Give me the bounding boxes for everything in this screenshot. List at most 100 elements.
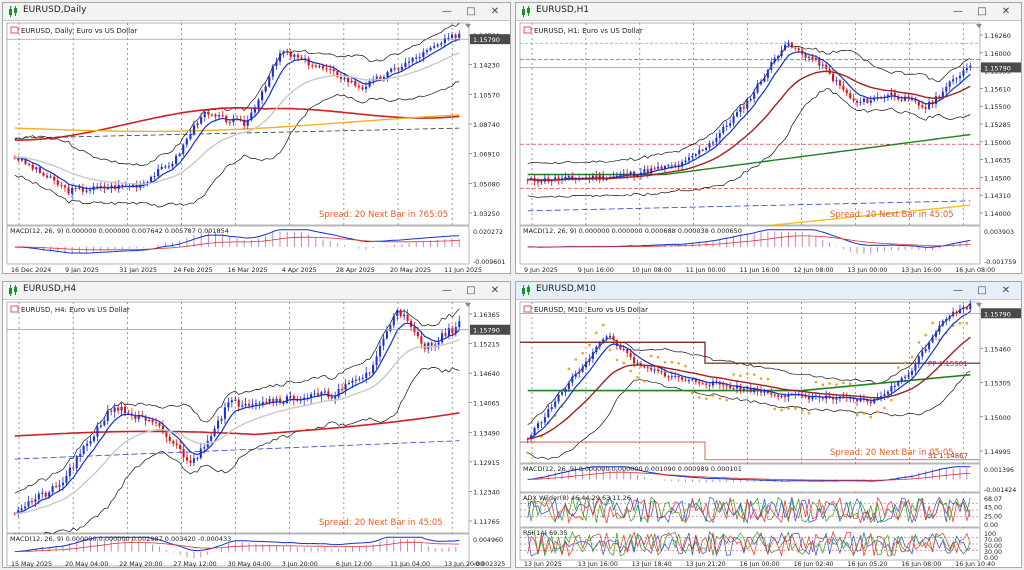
close-icon[interactable]: ✕ bbox=[1001, 6, 1011, 17]
maximize-icon[interactable]: □ bbox=[977, 285, 987, 296]
chart-header: EURUSD, H1: Euro vs US Dollar bbox=[534, 27, 643, 35]
price-axis-label: 1.16260 bbox=[984, 32, 1011, 40]
time-axis-label: 9 Jan 2025 bbox=[65, 267, 99, 274]
time-axis-label: 6 Jun 12:00 bbox=[336, 561, 372, 568]
spread-countdown-label: Spread: 20 Next Bar in 45:05 bbox=[830, 210, 954, 220]
chart-header: EURUSD, Daily: Euro vs US Dollar bbox=[21, 27, 137, 35]
time-axis-label: 22 May 20:00 bbox=[119, 561, 162, 568]
close-icon[interactable]: ✕ bbox=[1001, 285, 1011, 296]
chart-shift-icon[interactable] bbox=[465, 303, 471, 307]
time-axis-label: 13 Jun 16:00 bbox=[578, 561, 618, 568]
macd-line bbox=[14, 229, 460, 254]
pivot-label: PP 1.15501 bbox=[928, 360, 968, 368]
price-chart[interactable]: EURUSD, H1: Euro vs US Dollar 1.16260 1.16… bbox=[517, 21, 1022, 274]
main-pane-frame bbox=[6, 301, 470, 534]
price-axis-label: 1.15000 bbox=[984, 414, 1011, 422]
rsi-line bbox=[527, 530, 971, 557]
chart-header: EURUSD, M10: Euro vs US Dollar bbox=[534, 306, 648, 314]
macd-pane[interactable] bbox=[6, 225, 470, 265]
window-titlebar[interactable]: EURUSD,Daily — □ ✕ bbox=[3, 3, 510, 21]
time-axis-label: 13 Jun 21:20 bbox=[686, 561, 726, 568]
time-axis-label: 13 Jun 2025 bbox=[524, 561, 562, 568]
minimize-icon[interactable]: — bbox=[953, 6, 963, 17]
ma-fast-line bbox=[14, 322, 460, 515]
support-line bbox=[520, 441, 980, 461]
pivot-line bbox=[520, 341, 980, 364]
macd-signal-line bbox=[527, 235, 971, 248]
minimize-icon[interactable]: — bbox=[442, 285, 452, 296]
ma-200-line bbox=[14, 412, 460, 437]
indicator-axis-label: 0.00 bbox=[984, 555, 998, 562]
candles bbox=[526, 300, 972, 444]
time-axis-label: 11 Jun 00:00 bbox=[686, 267, 726, 274]
macd-histogram bbox=[21, 538, 457, 559]
macd-line bbox=[14, 536, 460, 553]
time-axis-label: 24 Feb 2025 bbox=[173, 267, 212, 274]
current-price-label: 1.15790 bbox=[473, 327, 500, 335]
chart-shift-icon[interactable] bbox=[976, 303, 982, 307]
time-axis-label: 31 Jan 2025 bbox=[119, 267, 157, 274]
time-axis-label: 28 Apr 2025 bbox=[336, 267, 375, 274]
ma-mid-line bbox=[527, 336, 971, 440]
macd-signal-line bbox=[14, 541, 460, 553]
indicator-axis-label: -0.001424 bbox=[984, 487, 1016, 494]
symbol-flag-icon bbox=[10, 305, 19, 313]
window-titlebar[interactable]: EURUSD,H1 — □ ✕ bbox=[516, 3, 1021, 21]
chart-shift-icon[interactable] bbox=[976, 24, 982, 28]
chart-window-eurusd-h4[interactable]: EURUSD,H4 — □ ✕ EURUSD, H4: Euro vs US D… bbox=[2, 281, 511, 568]
time-axis-label: 12 Jun 08:00 bbox=[794, 267, 834, 274]
ma-200-line bbox=[14, 106, 460, 141]
current-price-label: 1.15790 bbox=[984, 310, 1011, 318]
maximize-icon[interactable]: □ bbox=[466, 6, 476, 17]
price-chart[interactable]: PP 1.15501 S1 1.14867 EURUSD, M10: Euro vs… bbox=[517, 300, 1022, 568]
window-title: EURUSD,H4 bbox=[23, 284, 77, 294]
time-axis-label: 13 Jun 00:00 bbox=[847, 267, 887, 274]
window-titlebar[interactable]: EURUSD,M10 — □ ✕ bbox=[516, 282, 1021, 300]
price-axis-label: 1.16365 bbox=[473, 311, 500, 319]
indicator-axis-label: 45.00 bbox=[984, 505, 1002, 512]
ma-mid-line bbox=[527, 70, 971, 181]
price-axis-label: 1.15285 bbox=[984, 121, 1011, 129]
indicator-axis-label: 30.00 bbox=[984, 549, 1002, 556]
minimize-icon[interactable]: — bbox=[442, 6, 452, 17]
close-icon[interactable]: ✕ bbox=[490, 6, 500, 17]
indicator-axis-label: 0.001396 bbox=[984, 467, 1014, 474]
price-axis-label: 1.14000 bbox=[984, 210, 1011, 218]
indicator-axis-label: 50.00 bbox=[984, 543, 1002, 550]
price-axis-label: 1.14310 bbox=[984, 192, 1011, 200]
chart-shift-icon[interactable] bbox=[465, 24, 471, 28]
price-axis-label: 1.15305 bbox=[984, 380, 1011, 388]
time-axis-label: 10 Jun 08:00 bbox=[632, 267, 672, 274]
indicator-axis-label: 100 bbox=[984, 531, 996, 538]
indicator-axis-label: 0.00 bbox=[984, 522, 998, 529]
price-axis-label: 1.15500 bbox=[984, 103, 1011, 111]
window-titlebar[interactable]: EURUSD,H4 — □ ✕ bbox=[3, 282, 510, 300]
macd-line bbox=[527, 466, 971, 482]
maximize-icon[interactable]: □ bbox=[977, 6, 987, 17]
chart-window-eurusd-m10[interactable]: EURUSD,M10 — □ ✕ PP 1.15501 S1 1.14867 EUR… bbox=[515, 281, 1022, 568]
macd-pane[interactable] bbox=[519, 225, 981, 265]
symbol-flag-icon bbox=[523, 305, 532, 313]
minimize-icon[interactable]: — bbox=[953, 285, 963, 296]
parabolic-sar-dots bbox=[526, 321, 969, 455]
macd-label: MACD(12, 26, 9) 0.000000 0.000000 0.0006… bbox=[523, 227, 742, 235]
current-price-badge bbox=[981, 62, 1021, 73]
macd-label: MACD(12, 26, 9) 0.000000 0.000000 0.0010… bbox=[523, 465, 742, 473]
maximize-icon[interactable]: □ bbox=[466, 285, 476, 296]
indicator-axis-label: 0.003903 bbox=[984, 229, 1014, 236]
symbol-flag-icon bbox=[10, 26, 19, 34]
close-icon[interactable]: ✕ bbox=[490, 285, 500, 296]
time-axis-label: 15 May 2025 bbox=[11, 561, 52, 568]
time-axis-label: 16 Jun 05:20 bbox=[847, 561, 887, 568]
chart-window-eurusd-daily[interactable]: EURUSD,Daily — □ ✕ EURUSD, Daily: Euro v… bbox=[2, 2, 511, 274]
price-chart[interactable]: EURUSD, H4: Euro vs US Dollar 1.16365 1.15… bbox=[4, 300, 511, 568]
time-axis-label: 20 May 04:00 bbox=[65, 561, 108, 568]
adx-line bbox=[527, 496, 971, 524]
time-axis-label: 16 Dec 2024 bbox=[11, 267, 51, 274]
price-chart[interactable]: EURUSD, Daily: Euro vs US Dollar1.165601… bbox=[4, 21, 511, 274]
price-axis-label: 1.08740 bbox=[473, 121, 500, 129]
chart-window-eurusd-h1[interactable]: EURUSD,H1 — □ ✕ EURUSD, H1: Euro vs US D… bbox=[515, 2, 1022, 274]
time-axis-label: 16 Jun 00:00 bbox=[740, 561, 780, 568]
chart-header: EURUSD, H4: Euro vs US Dollar bbox=[21, 306, 130, 314]
indicator-axis-label: 0.004960 bbox=[473, 537, 503, 544]
